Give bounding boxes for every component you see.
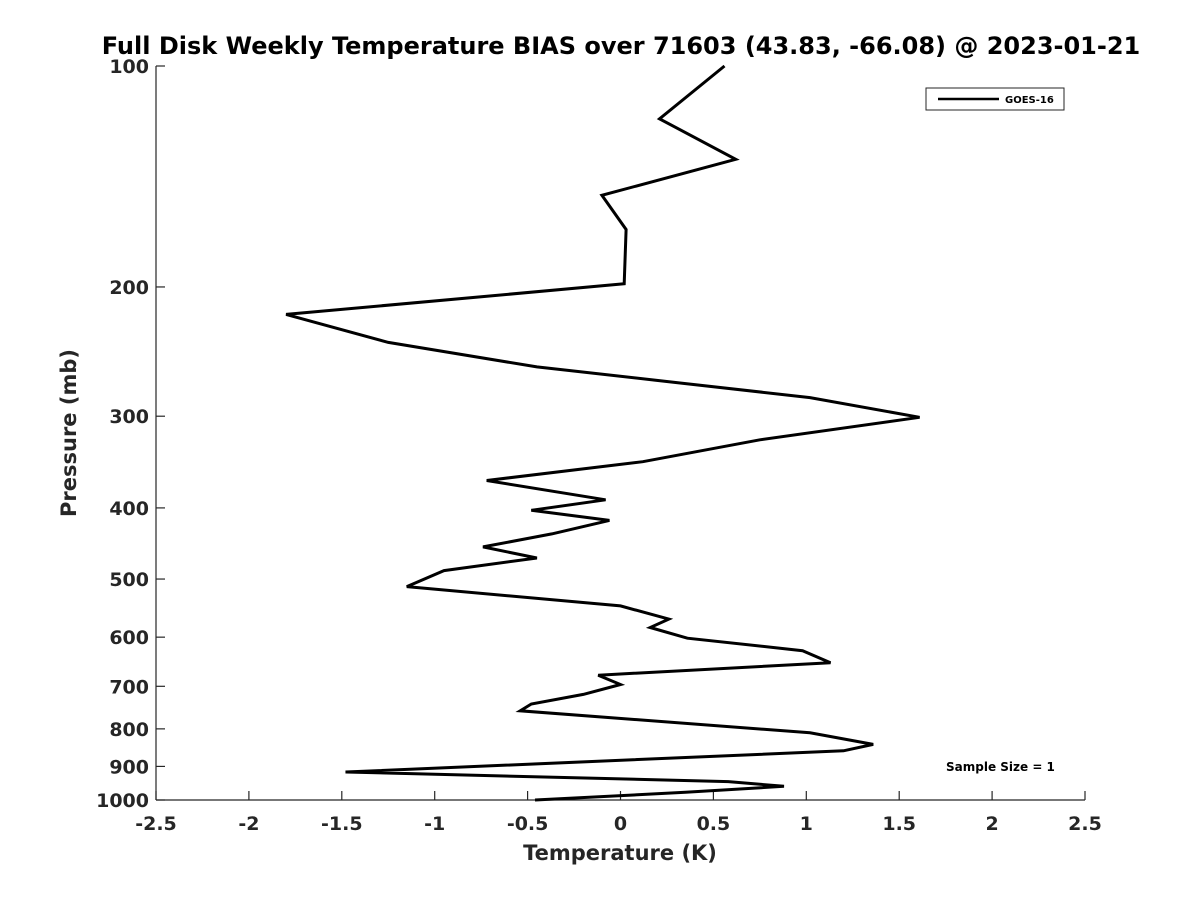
series-layer	[285, 64, 920, 802]
y-tick-label: 300	[109, 406, 149, 428]
x-tick-label: -0.5	[507, 813, 549, 835]
y-tick-label: 400	[109, 498, 149, 520]
x-tick-label: -2.5	[135, 813, 177, 835]
y-tick-label: 800	[109, 719, 149, 741]
y-tick-label: 700	[109, 676, 149, 698]
x-tick-label: 0	[614, 813, 627, 835]
y-axis-label: Pressure (mb)	[57, 349, 81, 517]
y-tick-label: 900	[109, 756, 149, 778]
x-tick-label: 2	[985, 813, 998, 835]
y-tick-label: 600	[109, 627, 149, 649]
x-ticks: -2.5 -2 -1.5 -1 -0.5 0 0.5 1 1.5 2 2.5	[135, 791, 1102, 835]
y-tick-label: 500	[109, 569, 149, 591]
x-tick-label: 2.5	[1068, 813, 1102, 835]
x-tick-label: 1	[800, 813, 813, 835]
x-tick-label: 1.5	[882, 813, 916, 835]
x-tick-label: 0.5	[697, 813, 731, 835]
x-tick-label: -1.5	[321, 813, 363, 835]
x-axis-label: Temperature (K)	[523, 841, 717, 865]
sample-size-note: Sample Size = 1	[946, 760, 1055, 774]
chart-title: Full Disk Weekly Temperature BIAS over 7…	[102, 32, 1141, 60]
x-tick-label: -2	[238, 813, 259, 835]
y-tick-label: 100	[109, 56, 149, 78]
y-tick-label: 200	[109, 277, 149, 299]
legend: GOES-16	[925, 87, 1065, 111]
y-ticks: 100 200 300 400 500 600 700 800 900 1000	[96, 56, 165, 812]
legend-label-goes-16: GOES-16	[1005, 95, 1054, 106]
x-tick-label: -1	[424, 813, 445, 835]
y-tick-label: 1000	[96, 790, 149, 812]
